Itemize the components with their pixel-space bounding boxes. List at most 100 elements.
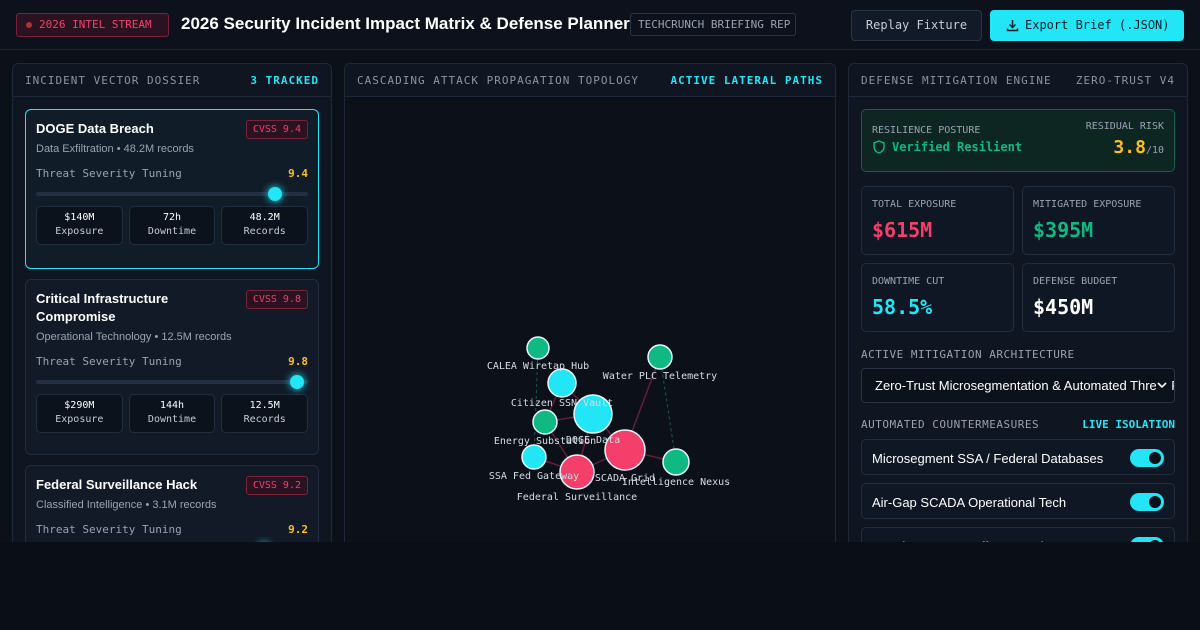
severity-slider[interactable] (36, 368, 308, 394)
incident-vector: Data Exfiltration (36, 143, 114, 155)
node-label: Intelligence Nexus (622, 477, 730, 488)
posture-label: RESILIENCE POSTURE (872, 125, 981, 136)
badge-text: 2026 INTEL STREAM (39, 18, 152, 31)
countermeasure-name: Microsegment SSA / Federal Databases (872, 451, 1104, 466)
node (521, 444, 547, 470)
panel-header: DEFENSE MITIGATION ENGINE ZERO-TRUST V4 (849, 64, 1187, 97)
metric-label: TOTAL EXPOSURE (872, 199, 957, 210)
incident-card[interactable]: Critical Infrastructure Compromise CVSS … (25, 279, 319, 455)
metric-card: TOTAL EXPOSURE $615M (861, 186, 1014, 255)
countermeasure-name: Air-Gap SCADA Operational Tech (872, 495, 1067, 510)
node-label: SCADA Grid (595, 473, 655, 484)
stat-box: 144h Downtime (128, 394, 216, 433)
topology-panel: CASCADING ATTACK PROPAGATION TOPOLOGY ACT… (344, 63, 836, 542)
stat-box: $140M Exposure (36, 206, 123, 245)
metric-label: MITIGATED EXPOSURE (1033, 199, 1142, 210)
posture-box: RESILIENCE POSTURE Verified Resilient RE… (861, 109, 1175, 172)
stat-value: 48.2M (249, 212, 280, 223)
metric-value: $615M (872, 218, 933, 242)
download-icon (1006, 20, 1019, 32)
stat-label: Records (243, 414, 286, 425)
severity-slider[interactable] (36, 536, 308, 542)
stat-value: 72h (162, 212, 182, 223)
incident-vector: Operational Technology (36, 331, 152, 343)
stat-label: Downtime (147, 226, 197, 237)
metric-card: DEFENSE BUDGET $450M (1022, 263, 1175, 332)
node (526, 336, 550, 360)
panel-tag: ACTIVE LATERAL PATHS (670, 73, 823, 87)
stat-box: 48.2M Records (221, 206, 309, 245)
incident-vector: Classified Intelligence (36, 499, 143, 511)
badge: 2026 INTEL STREAM (16, 13, 169, 37)
severity-value: 9.8 (288, 355, 308, 368)
incident-records: 3.1M records (152, 499, 217, 511)
risk: 3.8/10 (1113, 137, 1164, 158)
replay-button[interactable]: Replay Fixture (851, 10, 982, 41)
stat-box: 12.5M Records (221, 394, 309, 433)
node-label: Energy Substation (494, 436, 596, 447)
panel-title: INCIDENT VECTOR DOSSIER (25, 73, 201, 87)
node-label: Citizen SSN Vault (511, 398, 613, 409)
toggle[interactable] (1130, 449, 1164, 467)
node (559, 454, 595, 490)
panel-header: CASCADING ATTACK PROPAGATION TOPOLOGY ACT… (345, 64, 835, 97)
panel-tag: ZERO-TRUST V4 (1075, 73, 1175, 87)
edge (533, 347, 539, 458)
mitigation-panel: DEFENSE MITIGATION ENGINE ZERO-TRUST V4 R… (848, 63, 1188, 542)
countermeasure: Air-Gap SCADA Operational Tech (861, 483, 1175, 519)
countermeasures-label: AUTOMATED COUNTERMEASURES (861, 418, 1040, 431)
stat-label: Exposure (55, 414, 104, 425)
slider-track (36, 192, 308, 196)
incident-records: 48.2M records (123, 143, 194, 155)
export-button[interactable]: Export Brief (.JSON) (990, 10, 1184, 41)
severity-value: 9.2 (288, 523, 308, 536)
stat-value: $140M (64, 212, 95, 223)
node-label: CALEA Wiretap Hub (487, 361, 589, 372)
incident-name: Critical Infrastructure Compromise (36, 291, 169, 324)
architecture-select[interactable]: Zero-Trust Microsegmentation & Automated… (861, 368, 1175, 403)
node-label: DOGE Data (566, 435, 620, 446)
panel-title: CASCADING ATTACK PROPAGATION TOPOLOGY (357, 73, 640, 87)
node-label: SSA Fed Gateway (489, 471, 579, 482)
incident-records: 12.5M records (161, 331, 232, 343)
panel-header: INCIDENT VECTOR DOSSIER 3 TRACKED (13, 64, 331, 97)
toggle[interactable] (1130, 493, 1164, 511)
tuning-label: Threat Severity Tuning (36, 523, 182, 536)
metric-value: $395M (1033, 218, 1094, 242)
node-label: Water PLC Telemetry (603, 371, 717, 382)
metric-label: DOWNTIME CUT (872, 276, 945, 287)
shield-icon (873, 140, 885, 154)
countermeasure: Revoke Rogue Staffer API Tokens (861, 527, 1175, 542)
source-tag: TECHCRUNCH BRIEFING REP (630, 13, 796, 36)
header: 2026 INTEL STREAM 2026 Security Incident… (0, 0, 1200, 50)
risk-max: /10 (1145, 145, 1164, 156)
toggle[interactable] (1130, 537, 1164, 542)
title: 2026 Security Incident Impact Matrix & D… (181, 14, 630, 33)
incident-card[interactable]: Federal Surveillance Hack CVSS 9.2 Class… (25, 465, 319, 542)
severity-value: 9.4 (288, 167, 308, 180)
chevron (1156, 381, 1168, 391)
architecture-value: Zero-Trust Microsegmentation & Automated… (875, 378, 1174, 393)
countermeasures-tag: LIVE ISOLATION (1082, 418, 1175, 431)
panel-title: DEFENSE MITIGATION ENGINE (861, 73, 1052, 87)
slider-thumb (290, 375, 305, 389)
stat-box: 72h Downtime (128, 206, 216, 245)
cvss-badge: CVSS 9.2 (245, 476, 308, 495)
cvss-badge: CVSS 9.4 (245, 120, 308, 139)
incident-name: DOGE Data Breach (36, 121, 154, 136)
node (532, 409, 558, 435)
incident-card[interactable]: DOGE Data Breach CVSS 9.4 Data Exfiltrat… (25, 109, 319, 269)
stat-label: Exposure (55, 226, 104, 237)
severity-slider[interactable] (36, 180, 308, 206)
stat-label: Downtime (147, 414, 197, 425)
stat-value: 12.5M (249, 400, 280, 411)
dossier-panel: INCIDENT VECTOR DOSSIER 3 TRACKED DOGE Da… (12, 63, 332, 542)
stat-label: Records (243, 226, 286, 237)
architecture-label: ACTIVE MITIGATION ARCHITECTURE (861, 348, 1075, 361)
topology-graph: CALEA Wiretap Hub Water PLC Telemetry Citi… (487, 336, 730, 503)
stat-value: 144h (159, 400, 185, 411)
slider-track (36, 380, 308, 384)
metric-value: $450M (1033, 295, 1094, 319)
metric-value: 58.5% (872, 295, 933, 319)
slider-thumb (268, 187, 283, 201)
